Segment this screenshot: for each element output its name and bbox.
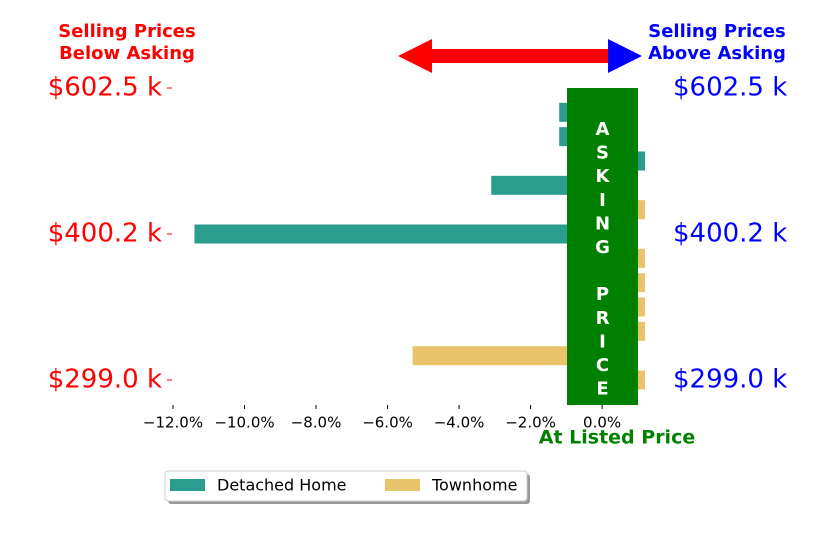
legend-box: [164, 470, 528, 502]
legend-label: Detached Home: [217, 476, 347, 495]
bar: [412, 346, 603, 366]
arrow-right-head: [608, 39, 642, 73]
x-tick-label: −8.0%: [291, 414, 342, 432]
y-tick-label-right: $299.0 k: [673, 365, 787, 395]
below-asking-line1: Selling Prices: [58, 21, 195, 42]
at-listed-price: At Listed Price: [539, 427, 695, 449]
legend-swatch: [170, 479, 205, 491]
y-tick-label-left: $299.0 k: [48, 365, 162, 395]
y-tick-label-right: $400.2 k: [673, 219, 787, 249]
x-tick-label: −10.0%: [214, 414, 274, 432]
above-asking-line2: Above Asking: [648, 43, 786, 64]
x-tick-label: −2.0%: [505, 414, 556, 432]
above-asking-line1: Selling Prices: [648, 21, 785, 42]
arrow-left-head: [398, 39, 432, 73]
asking-price-box: ASKING PRICE: [567, 88, 638, 405]
x-tick-label: −4.0%: [434, 414, 485, 432]
x-tick-label: 0.0%: [583, 414, 621, 432]
y-tick-label-left: $400.2 k: [48, 219, 162, 249]
bar: [194, 224, 603, 244]
y-tick-label-left: $602.5 k: [48, 73, 162, 103]
x-tick-label: −6.0%: [362, 414, 413, 432]
asking-price-label: ASKING PRICE: [592, 119, 613, 403]
y-tick-label-right: $602.5 k: [673, 73, 787, 103]
arrow-shaft: [430, 49, 612, 63]
below-asking-line2: Below Asking: [59, 43, 195, 64]
x-tick-label: −12.0%: [143, 414, 203, 432]
legend-swatch: [385, 479, 420, 491]
legend-label: Townhome: [431, 476, 517, 495]
